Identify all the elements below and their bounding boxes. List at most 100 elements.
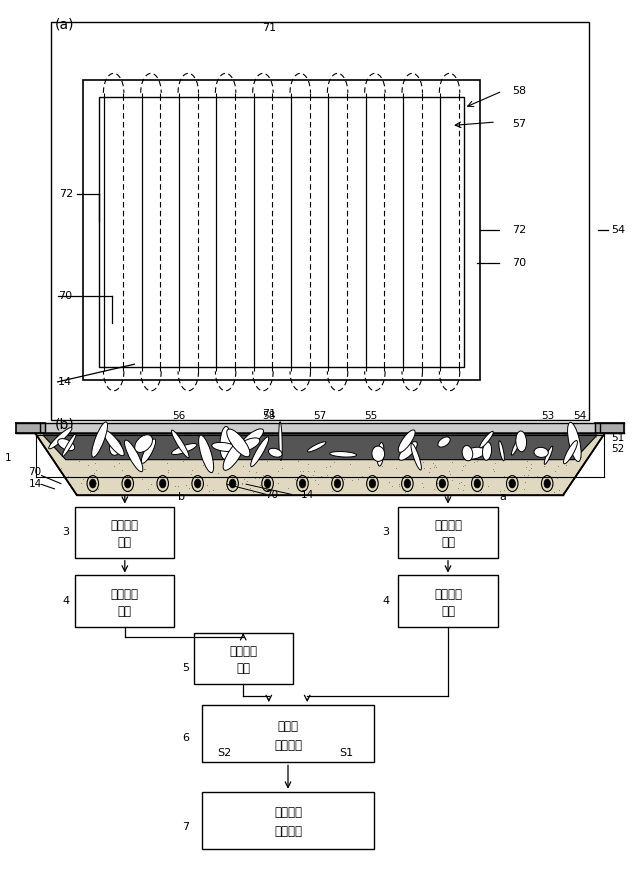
Ellipse shape [462, 446, 473, 461]
Ellipse shape [135, 435, 152, 453]
Ellipse shape [198, 435, 214, 473]
Ellipse shape [372, 446, 385, 461]
Text: 手段: 手段 [236, 662, 250, 675]
Text: 表示手段: 表示手段 [274, 826, 302, 838]
Circle shape [404, 479, 411, 488]
Text: 放射線量: 放射線量 [274, 806, 302, 819]
Circle shape [264, 479, 271, 488]
Text: 光電変換: 光電変換 [434, 519, 462, 532]
Polygon shape [16, 423, 624, 433]
Text: 71: 71 [262, 23, 276, 34]
Text: 14: 14 [301, 490, 314, 500]
Polygon shape [43, 435, 597, 460]
Bar [51, 22, 589, 420]
Text: 4: 4 [62, 596, 69, 606]
Polygon shape [595, 423, 624, 433]
Circle shape [195, 479, 201, 488]
Text: 58: 58 [262, 411, 275, 421]
Bar [83, 80, 480, 380]
Text: 57: 57 [314, 411, 326, 421]
Bar [202, 705, 374, 762]
Ellipse shape [438, 437, 450, 447]
Text: 3: 3 [382, 527, 389, 537]
Text: 56: 56 [173, 411, 186, 421]
Text: 72: 72 [60, 189, 74, 200]
Circle shape [229, 479, 236, 488]
Text: 14: 14 [28, 479, 42, 490]
Text: 53: 53 [541, 411, 554, 421]
Text: 4: 4 [382, 596, 389, 606]
Circle shape [159, 479, 166, 488]
Ellipse shape [398, 430, 415, 453]
Ellipse shape [237, 438, 260, 452]
Bar [193, 633, 293, 684]
Text: a: a [499, 492, 506, 502]
Bar [99, 97, 464, 367]
Ellipse shape [399, 442, 417, 461]
Text: 7: 7 [182, 821, 189, 832]
Ellipse shape [58, 438, 75, 451]
Circle shape [125, 479, 131, 488]
Circle shape [544, 479, 550, 488]
Ellipse shape [483, 442, 492, 461]
Circle shape [90, 479, 96, 488]
Ellipse shape [563, 440, 577, 464]
Ellipse shape [499, 441, 504, 461]
Text: 信号増幅: 信号増幅 [111, 588, 139, 601]
Ellipse shape [330, 452, 356, 457]
Ellipse shape [516, 431, 527, 452]
Text: b: b [178, 492, 185, 502]
Text: 58: 58 [512, 86, 526, 96]
Polygon shape [35, 433, 605, 495]
Text: 手段: 手段 [118, 605, 132, 618]
Circle shape [509, 479, 515, 488]
Ellipse shape [568, 423, 581, 461]
Ellipse shape [511, 435, 522, 455]
Text: (a): (a) [54, 18, 74, 32]
Text: S2: S2 [218, 748, 232, 758]
Text: 1: 1 [5, 453, 12, 463]
Ellipse shape [279, 422, 282, 461]
Circle shape [334, 479, 340, 488]
Ellipse shape [220, 426, 230, 459]
Circle shape [369, 479, 376, 488]
Ellipse shape [92, 422, 108, 457]
Bar [398, 575, 498, 627]
Bar [202, 792, 374, 849]
Text: 72: 72 [512, 225, 526, 235]
Text: 計測手段: 計測手段 [274, 739, 302, 751]
Ellipse shape [227, 429, 250, 457]
Text: 51: 51 [611, 433, 625, 444]
Text: S1: S1 [339, 748, 353, 758]
Text: 14: 14 [58, 377, 72, 387]
Text: 70: 70 [265, 490, 278, 500]
Text: 54: 54 [611, 225, 625, 235]
Text: 71: 71 [262, 408, 276, 419]
Text: 3: 3 [62, 527, 69, 537]
Text: 手段: 手段 [441, 605, 455, 618]
Ellipse shape [104, 431, 124, 456]
Text: 57: 57 [512, 118, 526, 129]
Text: 信号増幅: 信号増幅 [434, 588, 462, 601]
Text: 70: 70 [28, 467, 42, 477]
Text: 70: 70 [512, 257, 526, 268]
Polygon shape [16, 423, 45, 433]
Bar [76, 575, 175, 627]
Text: 信号遅延: 信号遅延 [229, 645, 257, 659]
Ellipse shape [544, 446, 553, 464]
Ellipse shape [534, 447, 548, 457]
Ellipse shape [268, 448, 282, 457]
Text: 55: 55 [365, 411, 378, 421]
Ellipse shape [223, 439, 244, 470]
Text: 5: 5 [182, 663, 189, 674]
Ellipse shape [212, 442, 237, 452]
Ellipse shape [307, 442, 326, 452]
Text: 手段: 手段 [118, 536, 132, 549]
Text: 70: 70 [58, 291, 72, 301]
Ellipse shape [251, 437, 269, 467]
Text: 52: 52 [611, 444, 625, 454]
Ellipse shape [141, 439, 156, 463]
Ellipse shape [464, 447, 485, 459]
Text: 54: 54 [573, 411, 586, 421]
Ellipse shape [49, 428, 72, 449]
